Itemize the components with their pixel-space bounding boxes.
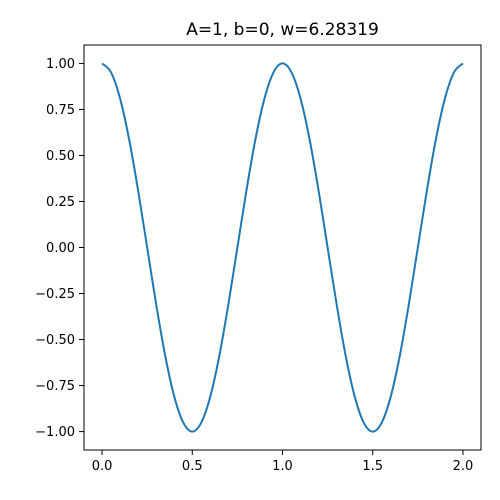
y-tick-label: −0.75 [35, 379, 75, 394]
y-tick-label: 0.50 [46, 149, 75, 164]
y-tick-label: 0.25 [46, 195, 75, 210]
x-tick-label: 0.5 [182, 459, 203, 474]
x-tick-label: 0.0 [92, 459, 113, 474]
y-tick-label: 0.00 [46, 241, 75, 256]
x-tick-label: 2.0 [453, 459, 474, 474]
y-tick-label: −0.25 [35, 287, 75, 302]
y-tick-label: −0.50 [35, 333, 75, 348]
x-tick-label: 1.0 [272, 459, 293, 474]
chart-title: A=1, b=0, w=6.28319 [186, 20, 379, 40]
y-tick-label: −1.00 [35, 425, 75, 440]
y-tick-label: 1.00 [46, 57, 75, 72]
y-axis: 1.00 0.75 0.50 0.25 0.00 −0.25 −0.50 −0.75 −1.00 [35, 57, 84, 440]
x-axis: 0.0 0.5 1.0 1.5 2.0 [92, 450, 474, 474]
x-tick-label: 1.5 [362, 459, 383, 474]
series-line-0 [101, 62, 464, 433]
y-tick-label: 0.75 [46, 103, 75, 118]
plot-area [101, 62, 464, 433]
